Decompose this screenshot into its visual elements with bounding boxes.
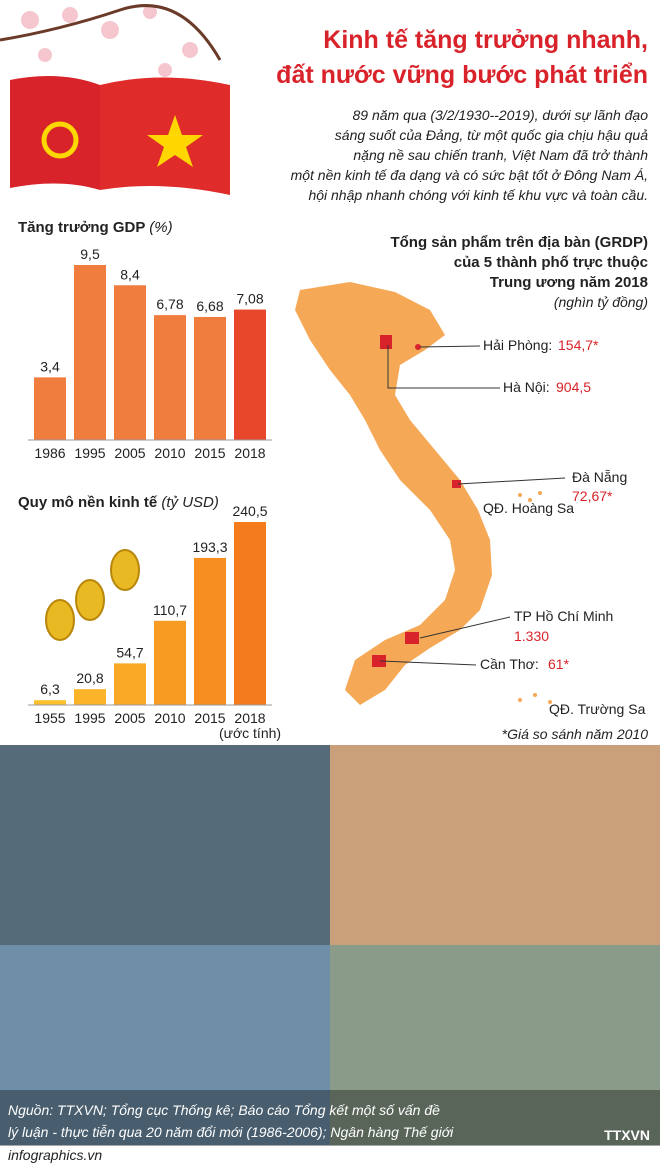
coin	[75, 579, 105, 621]
x-tick-label: 2010	[154, 710, 185, 726]
coin	[110, 549, 140, 591]
bar	[194, 316, 226, 440]
chart-unit: (tỷ USD)	[161, 494, 219, 511]
city-area	[372, 335, 461, 667]
bar	[194, 557, 226, 705]
leader-line	[457, 477, 566, 485]
chart-title-text: Tăng trưởng GDP	[18, 219, 145, 236]
city-name: Hà Nội:	[503, 379, 550, 395]
city-value: 904,5	[556, 379, 591, 395]
bar	[234, 309, 266, 440]
leader-line	[419, 345, 481, 348]
x-tick-label: 2015	[194, 710, 225, 726]
bar	[154, 315, 186, 440]
intro-line: hội nhập nhanh chóng với kinh tế khu vực…	[308, 187, 648, 203]
x-tick-label: 2018	[234, 710, 265, 726]
leader-line	[387, 345, 500, 389]
footer-site: infographics.vn	[8, 1147, 102, 1163]
coin	[45, 599, 75, 641]
x-tick-label: 1955	[34, 710, 65, 726]
source-line: lý luận - thực tiễn qua 20 năm đổi mới (…	[8, 1124, 454, 1140]
value-label: 6,68	[196, 298, 223, 314]
city-value: 1.330	[514, 628, 549, 644]
city-value: 72,67*	[572, 488, 613, 504]
bar	[34, 377, 66, 440]
source-line: Nguồn: TTXVN; Tổng cục Thống kê; Báo cáo…	[8, 1102, 440, 1118]
bar	[114, 285, 146, 440]
island-label: QĐ. Hoàng Sa	[483, 500, 574, 516]
x-tick-label: 1986	[34, 445, 65, 461]
x-tick-label: 2010	[154, 445, 185, 461]
chart-unit: (%)	[149, 219, 172, 236]
intro-line: sáng suốt của Đảng, từ một quốc gia chịu…	[335, 127, 648, 143]
intro-line: 89 năm qua (3/2/1930--2019), dưới sự lãn…	[352, 107, 648, 123]
island-label: QĐ. Trường Sa	[549, 701, 646, 717]
city-name: Cần Thơ:	[480, 656, 539, 672]
vietnam-map	[295, 282, 492, 705]
x-tick-label: 2018	[234, 445, 265, 461]
bar	[114, 663, 146, 705]
value-label: 240,5	[232, 503, 267, 519]
value-label: 3,4	[40, 358, 60, 374]
photos	[0, 745, 660, 1166]
value-label: 20,8	[76, 670, 103, 686]
map-title: của 5 thành phố trực thuộc	[454, 254, 648, 271]
chart-title: Quy mô nền kinh tế (tỷ USD)	[18, 494, 219, 511]
bar	[74, 689, 106, 705]
blossom	[0, 4, 222, 77]
bar	[34, 700, 66, 705]
city-value: 154,7*	[558, 337, 599, 353]
city-name: Đà Nẵng	[572, 469, 627, 485]
party-flag	[10, 76, 230, 195]
title: Kinh tế tăng trưởng nhanh,	[323, 26, 648, 54]
x-tick-label: 1995	[74, 710, 105, 726]
chart-title: Tăng trưởng GDP (%)	[18, 219, 173, 236]
logo: TTXVN	[604, 1127, 650, 1143]
intro-line: một nền kinh tế đa dạng và có sức bật tố…	[291, 167, 648, 183]
annotation: (ước tính)	[219, 725, 281, 741]
islands	[518, 491, 552, 704]
value-label: 7,08	[236, 291, 263, 307]
x-tick-label: 2015	[194, 445, 225, 461]
value-label: 54,7	[116, 644, 143, 660]
x-tick-label: 1995	[74, 445, 105, 461]
bar	[234, 522, 266, 705]
city-value: 61*	[548, 656, 570, 672]
map-note: *Giá so sánh năm 2010	[502, 726, 649, 742]
leader-line	[379, 660, 477, 666]
bar	[74, 265, 106, 440]
value-label: 6,78	[156, 296, 183, 312]
value-label: 193,3	[192, 539, 227, 555]
value-label: 110,7	[153, 602, 187, 618]
map-unit: (nghìn tỷ đồng)	[554, 294, 648, 310]
value-label: 9,5	[80, 246, 100, 262]
leader-line	[419, 616, 511, 639]
city-name: TP Hồ Chí Minh	[514, 608, 613, 624]
value-label: 6,3	[40, 681, 60, 697]
map-title: Trung ương năm 2018	[490, 274, 648, 291]
title: đất nước vững bước phát triển	[276, 61, 648, 89]
bar	[154, 620, 186, 705]
x-tick-label: 2005	[114, 710, 145, 726]
intro-line: nặng nề sau chiến tranh, Việt Nam đã trở…	[353, 147, 648, 163]
map-title: Tổng sản phẩm trên địa bàn (GRDP)	[390, 234, 648, 251]
city-name: Hải Phòng:	[483, 337, 552, 353]
value-label: 8,4	[120, 266, 140, 282]
chart-title-text: Quy mô nền kinh tế	[18, 494, 158, 511]
x-tick-label: 2005	[114, 445, 145, 461]
